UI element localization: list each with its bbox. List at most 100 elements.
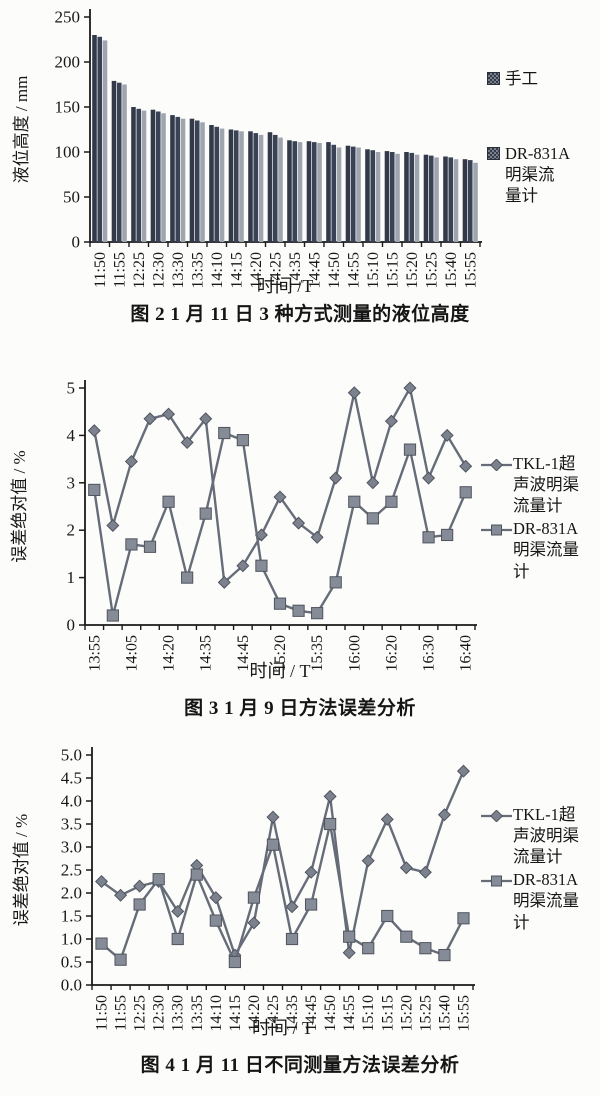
diamond-marker bbox=[285, 900, 299, 914]
x-tick-label: 13:55 bbox=[86, 635, 103, 671]
y-tick-label: 1.0 bbox=[61, 930, 82, 949]
diamond-marker bbox=[380, 812, 394, 826]
bar bbox=[331, 144, 337, 242]
square-marker bbox=[362, 942, 375, 955]
square-marker bbox=[459, 486, 472, 499]
square-marker bbox=[285, 932, 299, 946]
diamond-marker bbox=[180, 436, 194, 450]
square-marker bbox=[95, 937, 108, 950]
bar bbox=[122, 84, 127, 242]
square-marker bbox=[236, 434, 249, 447]
figure-2-section: 0 50 100 150 200 250 11:50 11:55 12:25 12:30 13:30… bbox=[0, 0, 600, 326]
x-tick-label: 12:30 bbox=[151, 995, 168, 1031]
bar bbox=[116, 82, 122, 242]
square-marker bbox=[311, 607, 324, 620]
y-tick-label: 0 bbox=[67, 616, 76, 635]
square-line-icon bbox=[481, 524, 512, 536]
diamond-marker bbox=[304, 865, 318, 879]
bar bbox=[214, 126, 220, 242]
checkered-square-icon bbox=[487, 72, 500, 85]
diamond-marker bbox=[247, 916, 261, 930]
bar bbox=[92, 35, 97, 242]
square-marker bbox=[133, 898, 146, 911]
diamond-marker bbox=[347, 386, 361, 400]
x-tick-label: 15:15 bbox=[379, 995, 396, 1031]
diamond-marker bbox=[292, 516, 306, 530]
figure-3-legend: TKL-1超 声波明渠 流量计 DR-831A 明渠流量 计 bbox=[481, 453, 579, 582]
diamond-marker bbox=[437, 808, 451, 822]
x-tick-label: 14:45 bbox=[306, 252, 323, 288]
legend-item-tkl1: TKL-1超 声波明渠 流量计 bbox=[481, 453, 579, 516]
legend-item-dr831a: DR-831A 明渠流量 计 bbox=[481, 518, 579, 581]
bar bbox=[395, 153, 400, 242]
square-marker bbox=[266, 838, 280, 851]
diamond-marker bbox=[342, 946, 356, 960]
bar bbox=[409, 152, 415, 242]
line-series bbox=[93, 431, 467, 616]
diamond-marker bbox=[440, 428, 454, 442]
y-tick-label: 4.0 bbox=[61, 792, 82, 811]
x-tick-label: 14:55 bbox=[341, 995, 358, 1031]
x-tick-label: 14:15 bbox=[227, 995, 244, 1031]
y-axis-title: 误差绝对值 / % bbox=[10, 450, 29, 562]
bar bbox=[239, 131, 244, 242]
x-tick-label: 14:50 bbox=[326, 252, 343, 288]
legend-label: DR-831A 明渠流量 计 bbox=[513, 519, 579, 581]
bar bbox=[414, 154, 420, 242]
diamond-marker bbox=[143, 412, 157, 426]
bar bbox=[200, 122, 205, 242]
x-tick-label: 15:40 bbox=[443, 252, 460, 288]
x-tick-label: 11:50 bbox=[92, 252, 109, 288]
bar bbox=[448, 157, 454, 242]
bar bbox=[267, 132, 273, 242]
x-tick-label: 15:20 bbox=[272, 635, 289, 671]
x-tick-label: 15:55 bbox=[462, 252, 479, 288]
bar bbox=[233, 130, 239, 242]
bar bbox=[175, 116, 181, 242]
diamond-marker bbox=[254, 528, 268, 542]
diamond-marker bbox=[418, 865, 432, 879]
x-tick-label: 14:25 bbox=[265, 995, 282, 1031]
x-tick-label: 14:05 bbox=[123, 635, 140, 671]
diamond-marker bbox=[384, 414, 398, 428]
y-tick-label: 1 bbox=[67, 568, 76, 587]
bar bbox=[336, 147, 342, 242]
figure-4-section: 0.0 0.5 1.0 1.5 2.0 2.5 3.0 3.5 4.0 4.5 5.0 11:50 11… bbox=[0, 738, 600, 1077]
diamond-marker bbox=[171, 904, 185, 918]
bar bbox=[423, 154, 429, 242]
bar bbox=[292, 141, 298, 242]
diamond-marker bbox=[87, 424, 101, 438]
y-axis-title: 液位高度 / mm bbox=[12, 76, 31, 184]
diamond-marker bbox=[403, 381, 417, 395]
x-tick-label: 14:35 bbox=[287, 252, 304, 288]
figure-2-caption: 图 2 1 月 11 日 3 种方式测量的液位高度 bbox=[130, 304, 470, 325]
x-tick-label: 14:55 bbox=[345, 252, 362, 288]
x-tick-label: 14:35 bbox=[284, 995, 301, 1031]
square-marker bbox=[114, 953, 127, 966]
square-marker bbox=[403, 443, 417, 456]
x-tick-label: 12:25 bbox=[132, 995, 149, 1031]
square-marker bbox=[209, 914, 222, 927]
diamond-marker bbox=[399, 861, 413, 875]
bar bbox=[389, 152, 395, 242]
bar bbox=[467, 160, 473, 242]
square-marker bbox=[218, 426, 231, 440]
square-marker bbox=[228, 955, 241, 969]
diamond-marker bbox=[456, 764, 470, 778]
x-tick-label: 13:35 bbox=[189, 252, 206, 288]
bar bbox=[404, 152, 409, 242]
bar bbox=[111, 80, 117, 243]
diamond-marker bbox=[162, 407, 176, 421]
x-tick-label: 13:30 bbox=[170, 252, 187, 288]
bar bbox=[102, 40, 108, 243]
figure-2-legend: 手工 DR-831A 明渠流 量计 bbox=[487, 68, 570, 206]
diamond-marker bbox=[459, 459, 473, 473]
legend-label: DR-831A 明渠流 量计 bbox=[505, 144, 571, 206]
x-tick-label: 14:25 bbox=[267, 252, 284, 288]
square-marker bbox=[422, 531, 435, 544]
figure-4-caption: 图 4 1 月 11 日不同测量方法误差分析 bbox=[140, 1055, 460, 1076]
x-tick-label: 14:50 bbox=[322, 995, 339, 1031]
y-tick-label: 3.5 bbox=[61, 815, 82, 834]
x-tick-label: 14:20 bbox=[246, 995, 263, 1031]
bar bbox=[350, 146, 356, 242]
